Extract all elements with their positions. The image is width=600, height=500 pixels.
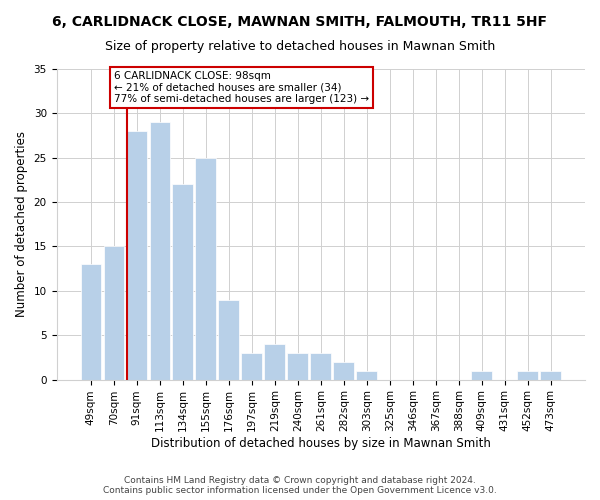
Text: 6, CARLIDNACK CLOSE, MAWNAN SMITH, FALMOUTH, TR11 5HF: 6, CARLIDNACK CLOSE, MAWNAN SMITH, FALMO… — [53, 15, 548, 29]
Bar — [517, 370, 538, 380]
Bar — [241, 353, 262, 380]
Bar — [127, 131, 147, 380]
Text: Contains HM Land Registry data © Crown copyright and database right 2024.
Contai: Contains HM Land Registry data © Crown c… — [103, 476, 497, 495]
Bar — [334, 362, 354, 380]
Bar — [172, 184, 193, 380]
Bar — [218, 300, 239, 380]
Text: 6 CARLIDNACK CLOSE: 98sqm
← 21% of detached houses are smaller (34)
77% of semi-: 6 CARLIDNACK CLOSE: 98sqm ← 21% of detac… — [114, 71, 369, 104]
X-axis label: Distribution of detached houses by size in Mawnan Smith: Distribution of detached houses by size … — [151, 437, 491, 450]
Text: Size of property relative to detached houses in Mawnan Smith: Size of property relative to detached ho… — [105, 40, 495, 53]
Bar — [104, 246, 124, 380]
Bar — [265, 344, 285, 380]
Bar — [472, 370, 492, 380]
Bar — [149, 122, 170, 380]
Bar — [310, 353, 331, 380]
Bar — [196, 158, 216, 380]
Bar — [287, 353, 308, 380]
Y-axis label: Number of detached properties: Number of detached properties — [15, 132, 28, 318]
Bar — [80, 264, 101, 380]
Bar — [540, 370, 561, 380]
Bar — [356, 370, 377, 380]
